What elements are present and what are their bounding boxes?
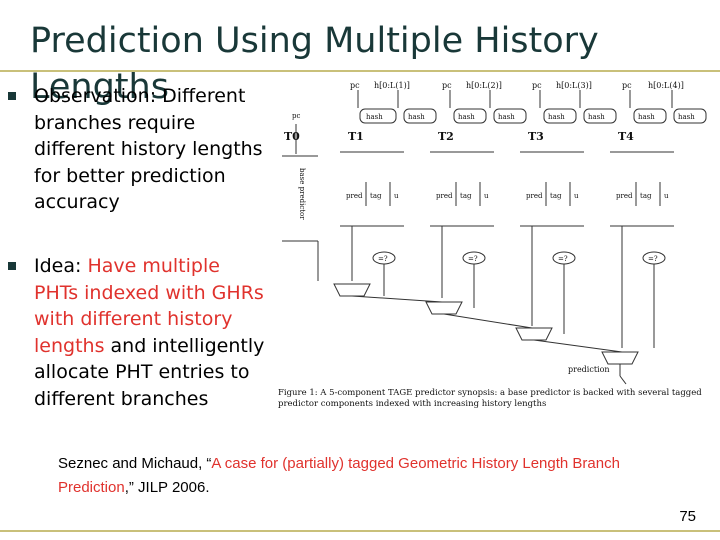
idea-rest: and intelligently allocate PHT entries t… <box>34 334 265 410</box>
svg-text:tag: tag <box>550 192 562 200</box>
svg-text:pc: pc <box>622 81 632 90</box>
svg-text:=?: =? <box>648 255 658 263</box>
svg-text:pred: pred <box>346 192 363 200</box>
svg-text:hash: hash <box>408 113 425 121</box>
svg-text:tag: tag <box>370 192 382 200</box>
citation-venue: ,” JILP 2006. <box>124 479 210 496</box>
figure-caption: Figure 1: A 5-component TAGE predictor s… <box>278 388 702 409</box>
svg-text:pc: pc <box>292 112 300 120</box>
citation-authors: Seznec and Michaud, “ <box>58 455 212 472</box>
citation-paper-title: A case for (partially) tagged Geometric … <box>58 455 620 496</box>
citation: Seznec and Michaud, “A case for (partial… <box>58 452 698 500</box>
slide-title: Prediction Using Multiple History Length… <box>30 21 599 107</box>
title-divider <box>0 70 720 72</box>
svg-text:pred: pred <box>616 192 633 200</box>
svg-text:hash: hash <box>458 113 475 121</box>
svg-text:pc: pc <box>350 81 360 90</box>
idea-highlight: Have multiple PHTs indexed with GHRs wit… <box>34 255 264 357</box>
svg-text:pc: pc <box>532 81 542 90</box>
bullet-idea: Idea: Have multiple PHTs indexed with GH… <box>34 253 270 412</box>
svg-text:base predictor: base predictor <box>298 168 306 220</box>
svg-text:hash: hash <box>638 113 655 121</box>
svg-text:prediction: prediction <box>568 365 610 374</box>
bullet-marker <box>8 262 16 270</box>
bullet-observation: Observation: Different branches require … <box>34 85 263 213</box>
svg-text:h[0:L(4)]: h[0:L(4)] <box>648 81 684 90</box>
svg-text:hash: hash <box>678 113 695 121</box>
svg-text:T0: T0 <box>284 130 300 143</box>
svg-text:h[0:L(2)]: h[0:L(2)] <box>466 81 502 90</box>
svg-text:tag: tag <box>640 192 652 200</box>
svg-text:u: u <box>574 192 579 200</box>
svg-text:tag: tag <box>460 192 472 200</box>
svg-text:T2: T2 <box>438 130 454 143</box>
svg-text:u: u <box>484 192 489 200</box>
svg-text:=?: =? <box>378 255 388 263</box>
svg-text:u: u <box>394 192 399 200</box>
tage-predictor-figure: pc h[0:L(1)] pc h[0:L(2)] pc h[0:L(3)] pc h[… <box>278 81 707 409</box>
svg-text:hash: hash <box>548 113 565 121</box>
svg-text:hash: hash <box>366 113 383 121</box>
svg-text:T3: T3 <box>528 130 544 143</box>
svg-text:pc: pc <box>442 81 452 90</box>
svg-text:T4: T4 <box>618 130 634 143</box>
footer-divider <box>0 530 720 532</box>
bullet-marker <box>8 92 16 100</box>
svg-text:h[0:L(1)]: h[0:L(1)] <box>374 81 410 90</box>
svg-text:=?: =? <box>558 255 568 263</box>
idea-prefix: Idea: <box>34 255 88 277</box>
svg-text:hash: hash <box>498 113 515 121</box>
svg-text:=?: =? <box>468 255 478 263</box>
svg-text:h[0:L(3)]: h[0:L(3)] <box>556 81 592 90</box>
svg-text:u: u <box>664 192 669 200</box>
svg-text:pred: pred <box>526 192 543 200</box>
svg-text:pred: pred <box>436 192 453 200</box>
svg-text:hash: hash <box>588 113 605 121</box>
svg-text:T1: T1 <box>348 130 364 143</box>
page-number: 75 <box>679 508 696 525</box>
